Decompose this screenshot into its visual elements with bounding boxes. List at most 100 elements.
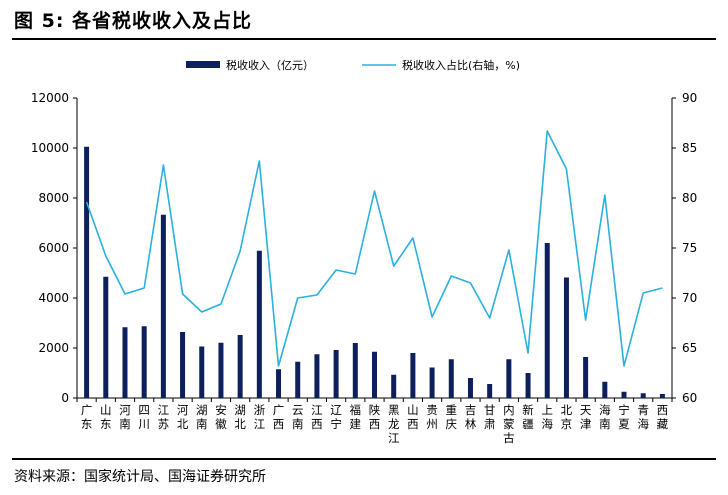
x-label-四川: 川: [138, 417, 150, 431]
bar-天津: [583, 357, 589, 398]
bar-新疆: [525, 373, 531, 398]
y-left-tick-label: 4000: [38, 291, 69, 305]
y-right-tick-label: 70: [682, 291, 697, 305]
bar-江西: [314, 354, 320, 398]
bar-浙江: [256, 250, 262, 398]
bar-西藏: [659, 394, 665, 398]
y-left-tick-label: 12000: [31, 91, 69, 105]
x-label-吉林: 吉: [465, 403, 477, 417]
x-label-山东: 东: [100, 417, 112, 431]
bar-广东: [84, 146, 90, 398]
y-right-tick-label: 75: [682, 241, 697, 255]
x-label-重庆: 庆: [446, 417, 458, 431]
x-label-江西: 江: [311, 403, 323, 417]
x-label-云南: 南: [292, 417, 304, 431]
x-label-重庆: 重: [446, 403, 458, 417]
x-label-湖南: 湖: [196, 403, 208, 417]
x-label-西藏: 藏: [657, 417, 669, 431]
share-line: [85, 130, 663, 367]
bar-云南: [295, 361, 301, 398]
x-label-北京: 北: [561, 403, 573, 417]
bar-福建: [352, 343, 358, 398]
y-right-tick-label: 65: [682, 341, 697, 355]
bar-陕西: [372, 351, 377, 398]
bar-湖南: [199, 346, 205, 398]
bar-贵州: [429, 367, 435, 398]
source-note: 资料来源：国家统计局、国海证券研究所: [14, 469, 266, 485]
x-label-天津: 天: [580, 403, 592, 417]
x-label-辽宁: 宁: [330, 417, 342, 431]
x-label-宁夏: 夏: [618, 417, 630, 431]
bar-辽宁: [333, 350, 339, 398]
x-label-贵州: 州: [426, 417, 438, 431]
bar-江苏: [160, 214, 166, 398]
x-label-辽宁: 辽: [330, 403, 342, 417]
x-label-河北: 北: [177, 417, 189, 431]
bar-内蒙古: [506, 359, 512, 398]
x-label-安徽: 安: [215, 403, 227, 417]
bottom-rule: [12, 458, 716, 460]
x-label-江苏: 江: [158, 403, 170, 417]
x-label-陕西: 西: [369, 417, 381, 431]
x-label-黑龙江: 江: [388, 431, 400, 445]
y-right-tick-label: 80: [682, 191, 697, 205]
y-left-tick-label: 2000: [38, 341, 69, 355]
x-label-广东: 广: [81, 403, 93, 417]
x-label-内蒙古: 内: [503, 403, 515, 417]
x-label-内蒙古: 蒙: [503, 417, 515, 431]
x-label-西藏: 西: [657, 403, 669, 417]
x-label-河南: 南: [119, 417, 131, 431]
x-label-浙江: 江: [254, 417, 266, 431]
x-label-上海: 海: [541, 417, 553, 431]
x-label-湖北: 湖: [234, 403, 246, 417]
x-label-海南: 海: [599, 403, 611, 417]
axes: 0 2000 4000 6000 8000 10000 12000 60 65 70 75 80 85 9…: [31, 91, 697, 405]
line-series: [85, 130, 663, 367]
y-left-tick-label: 0: [61, 391, 69, 405]
x-label-陕西: 陕: [369, 403, 381, 417]
x-label-四川: 四: [138, 403, 150, 417]
x-label-湖北: 北: [234, 417, 246, 431]
top-rule: [12, 38, 716, 40]
x-label-甘肃: 肃: [484, 417, 496, 431]
x-label-江苏: 苏: [158, 417, 170, 431]
legend-bar-label: 税收收入（亿元）: [226, 58, 314, 72]
x-label-甘肃: 甘: [484, 403, 496, 417]
bar-广西: [276, 369, 282, 398]
y-left-tick-label: 6000: [38, 241, 69, 255]
x-label-江西: 西: [311, 417, 323, 431]
bar-吉林: [467, 378, 473, 398]
legend: 税收收入（亿元） 税收收入占比(右轴，%): [186, 58, 520, 72]
y-left-tick-label: 10000: [31, 141, 69, 155]
x-label-黑龙江: 龙: [388, 417, 400, 431]
x-label-宁夏: 宁: [618, 403, 630, 417]
x-label-天津: 津: [580, 417, 592, 431]
bar-四川: [141, 326, 147, 398]
legend-line-label: 税收收入占比(右轴，%): [402, 58, 520, 72]
x-label-福建: 建: [350, 417, 362, 431]
chart: 税收收入（亿元） 税收收入占比(右轴，%) 0 2000 4000 6000 8000 1…: [31, 58, 697, 445]
bar-河北: [180, 332, 186, 398]
bar-北京: [563, 277, 569, 398]
bar-重庆: [448, 359, 454, 398]
bar-宁夏: [621, 391, 627, 398]
bar-黑龙江: [391, 374, 397, 398]
x-label-湖南: 南: [196, 417, 208, 431]
x-label-山西: 西: [407, 417, 419, 431]
bar-青海: [640, 393, 646, 398]
x-axis-labels: 广东山东河南四川江苏河北湖南安徽湖北浙江广西云南江西辽宁福建陕西黑龙江山西贵州重…: [81, 403, 669, 445]
x-label-海南: 南: [599, 417, 611, 431]
x-label-福建: 福: [350, 403, 362, 417]
x-label-山西: 山: [407, 403, 419, 417]
bar-河南: [122, 327, 128, 398]
x-label-云南: 云: [292, 403, 304, 417]
x-label-广西: 西: [273, 417, 285, 431]
x-label-广东: 东: [81, 417, 93, 431]
x-label-青海: 海: [637, 417, 649, 431]
x-label-新疆: 疆: [522, 417, 534, 431]
x-label-河南: 河: [119, 403, 131, 417]
bar-湖北: [237, 335, 243, 398]
x-label-广西: 广: [273, 403, 285, 417]
bar-series: [84, 146, 665, 398]
bar-安徽: [218, 342, 224, 398]
